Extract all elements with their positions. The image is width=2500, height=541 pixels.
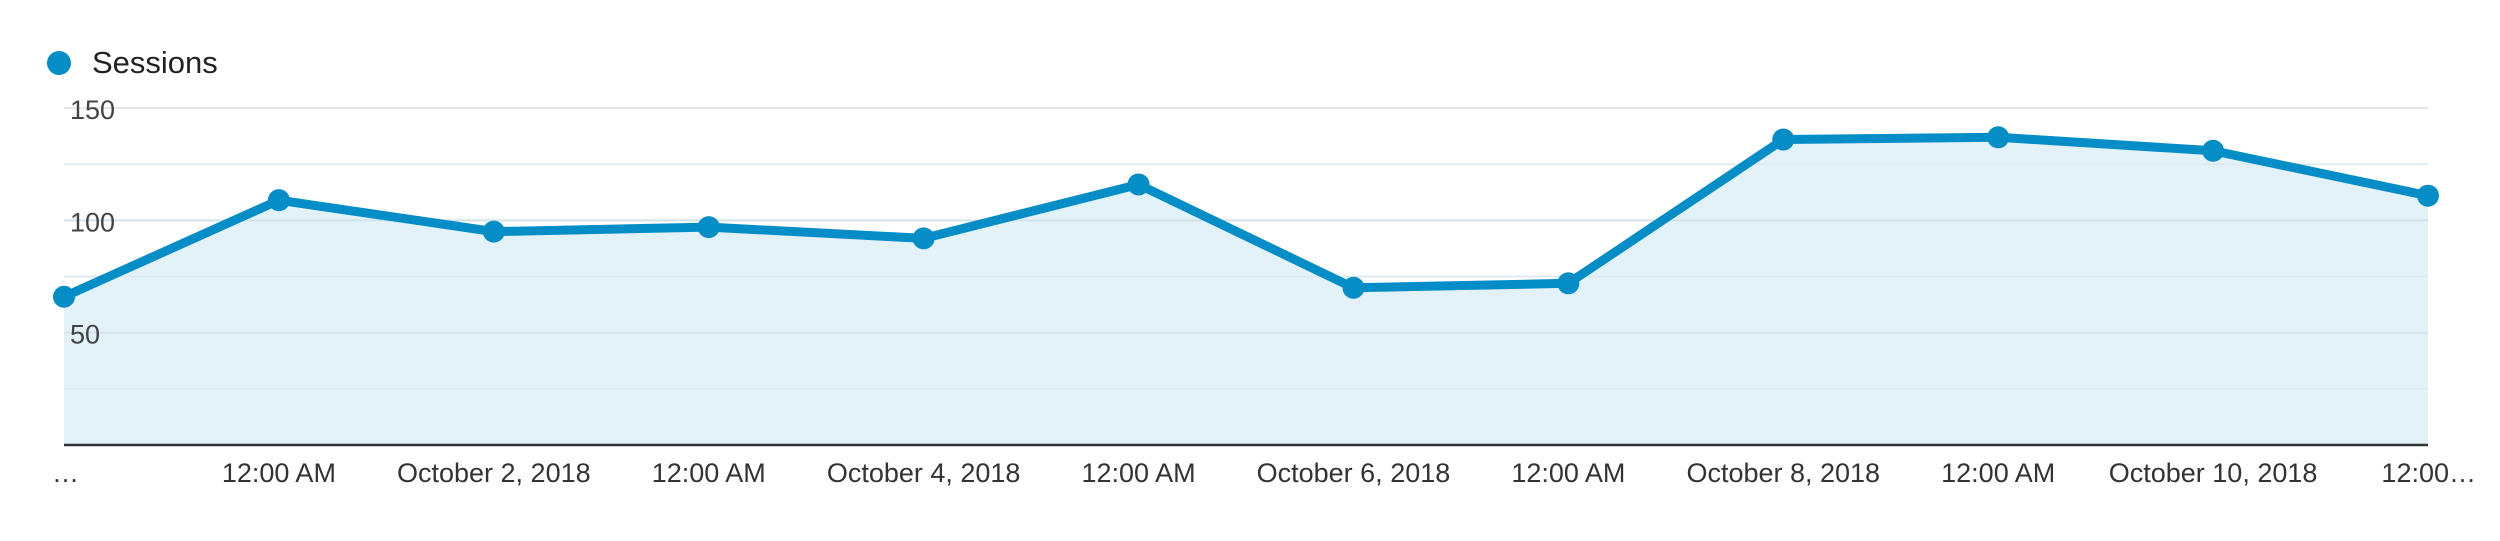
data-point-sessions[interactable] xyxy=(53,285,75,308)
data-point-sessions[interactable] xyxy=(1342,276,1365,299)
y-tick-label: 100 xyxy=(70,207,115,237)
x-tick-label: October 10, 2018 xyxy=(2109,458,2318,488)
data-point-sessions[interactable] xyxy=(1772,128,1795,151)
x-tick-label: 12:00 AM xyxy=(222,458,336,488)
data-point-sessions[interactable] xyxy=(2202,139,2225,162)
data-point-sessions[interactable] xyxy=(482,220,505,243)
x-tick-label: October 6, 2018 xyxy=(1257,458,1451,488)
x-tick-label: 12:00 AM xyxy=(1511,458,1625,488)
x-tick-label: 12:00… xyxy=(2381,458,2476,488)
x-tick-label: 12:00 AM xyxy=(652,458,766,488)
x-tick-label: 12:00 AM xyxy=(1082,458,1196,488)
y-tick-label: 150 xyxy=(70,95,115,125)
series-area-sessions xyxy=(64,137,2428,445)
x-tick-label: October 4, 2018 xyxy=(827,458,1021,488)
data-point-sessions[interactable] xyxy=(1987,126,2010,149)
x-tick-label: October 8, 2018 xyxy=(1686,458,1880,488)
legend-label-sessions[interactable]: Sessions xyxy=(92,45,218,80)
series-line-sessions xyxy=(59,132,2433,302)
x-tick-label: 12:00 AM xyxy=(1941,458,2055,488)
data-point-sessions[interactable] xyxy=(1557,272,1580,295)
data-point-sessions[interactable] xyxy=(1127,173,1150,196)
data-point-sessions[interactable] xyxy=(912,227,935,250)
data-point-sessions[interactable] xyxy=(2417,184,2439,207)
y-tick-label: 50 xyxy=(70,320,100,350)
y-axis-labels: 150 100 50 xyxy=(70,95,115,350)
x-tick-label: October 2, 2018 xyxy=(397,458,591,488)
data-point-sessions[interactable] xyxy=(267,189,290,212)
series-line-layer xyxy=(59,132,2433,302)
data-point-sessions[interactable] xyxy=(697,216,720,239)
x-tick-label: … xyxy=(52,458,79,488)
legend[interactable]: Sessions xyxy=(47,45,218,80)
x-axis-labels: … 12:00 AM October 2, 2018 12:00 AM October … xyxy=(52,458,2476,488)
legend-swatch-sessions[interactable] xyxy=(47,51,71,75)
data-points[interactable] xyxy=(53,126,2439,308)
area-layer xyxy=(64,137,2428,445)
